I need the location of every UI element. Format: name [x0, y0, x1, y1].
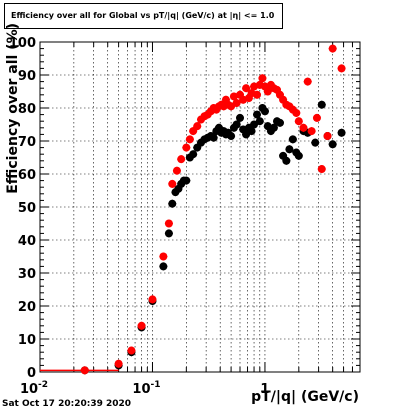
- x-tick-label: 1: [260, 382, 269, 397]
- y-tick-label: 70: [18, 135, 36, 150]
- grid-lines: [40, 42, 361, 372]
- data-point: [229, 92, 238, 101]
- data-point: [260, 107, 269, 116]
- y-tick-label: 10: [18, 333, 36, 348]
- data-point: [193, 122, 202, 131]
- data-point: [253, 110, 262, 119]
- data-point: [328, 44, 337, 53]
- x-axis-label: pT/|q| (GeV/c): [251, 389, 359, 405]
- timestamp-footer: Sat Oct 17 20:20:39 2020: [2, 399, 132, 409]
- data-point: [303, 77, 312, 86]
- data-point: [258, 74, 267, 83]
- data-point: [164, 219, 173, 228]
- data-point: [323, 132, 332, 141]
- y-tick-label: 60: [18, 168, 36, 183]
- data-point: [317, 165, 326, 174]
- data-point: [311, 138, 320, 147]
- data-point: [337, 64, 346, 73]
- data-point: [182, 176, 191, 185]
- y-axis-label: Efficiency over all (%): [5, 23, 21, 194]
- data-point: [177, 155, 186, 164]
- data-point: [189, 150, 198, 159]
- y-tick-label: 30: [18, 267, 36, 282]
- axis-ticks: [39, 41, 361, 373]
- data-point: [294, 117, 303, 126]
- data-point: [337, 128, 346, 137]
- title-box: Efficiency over all for Global vs pT/|q|…: [4, 3, 283, 29]
- data-point: [288, 135, 297, 144]
- data-point: [114, 359, 123, 368]
- y-tick-label: 0: [27, 366, 36, 381]
- y-tick-label: 50: [18, 201, 36, 216]
- data-point: [275, 118, 284, 127]
- data-point: [227, 132, 236, 141]
- data-point: [185, 135, 194, 144]
- data-point: [182, 143, 191, 152]
- data-point: [317, 100, 326, 109]
- series-1-markers: [80, 44, 346, 375]
- y-tick-label: 40: [18, 234, 36, 249]
- data-point: [292, 108, 301, 117]
- y-tick-label: 80: [18, 102, 36, 117]
- data-point: [312, 113, 321, 122]
- y-tick-label: 90: [18, 69, 36, 84]
- data-point: [263, 87, 272, 96]
- data-point: [168, 199, 177, 208]
- data-point: [328, 140, 337, 149]
- data-series: [40, 44, 346, 375]
- data-point: [159, 262, 168, 271]
- chart-title: Efficiency over all for Global vs pT/|q|…: [11, 11, 275, 20]
- data-point: [255, 117, 264, 126]
- data-point: [282, 156, 291, 165]
- x-tick-label: 10-2: [20, 380, 48, 397]
- data-point: [232, 99, 241, 108]
- x-tick-label: 10-1: [132, 380, 160, 397]
- data-point: [269, 123, 278, 132]
- data-point: [159, 252, 168, 261]
- data-point: [168, 179, 177, 188]
- data-point: [148, 295, 157, 304]
- y-tick-label: 20: [18, 300, 36, 315]
- data-point: [285, 145, 294, 154]
- data-point: [172, 166, 181, 175]
- data-point: [232, 120, 241, 129]
- data-point: [127, 346, 136, 355]
- data-point: [299, 123, 308, 132]
- data-point: [209, 133, 218, 142]
- data-point: [164, 229, 173, 238]
- y-tick-label: 100: [9, 36, 36, 51]
- data-point: [137, 321, 146, 330]
- tick-labels: 0 10 20 30 40 50 60 70 80 90 100 10-2 10-1 1: [9, 36, 270, 397]
- data-point: [307, 127, 316, 136]
- series-0-markers: [80, 100, 346, 375]
- data-point: [242, 84, 251, 93]
- data-point: [294, 151, 303, 160]
- data-point: [235, 113, 244, 122]
- data-point: [247, 127, 256, 136]
- data-point: [253, 90, 262, 99]
